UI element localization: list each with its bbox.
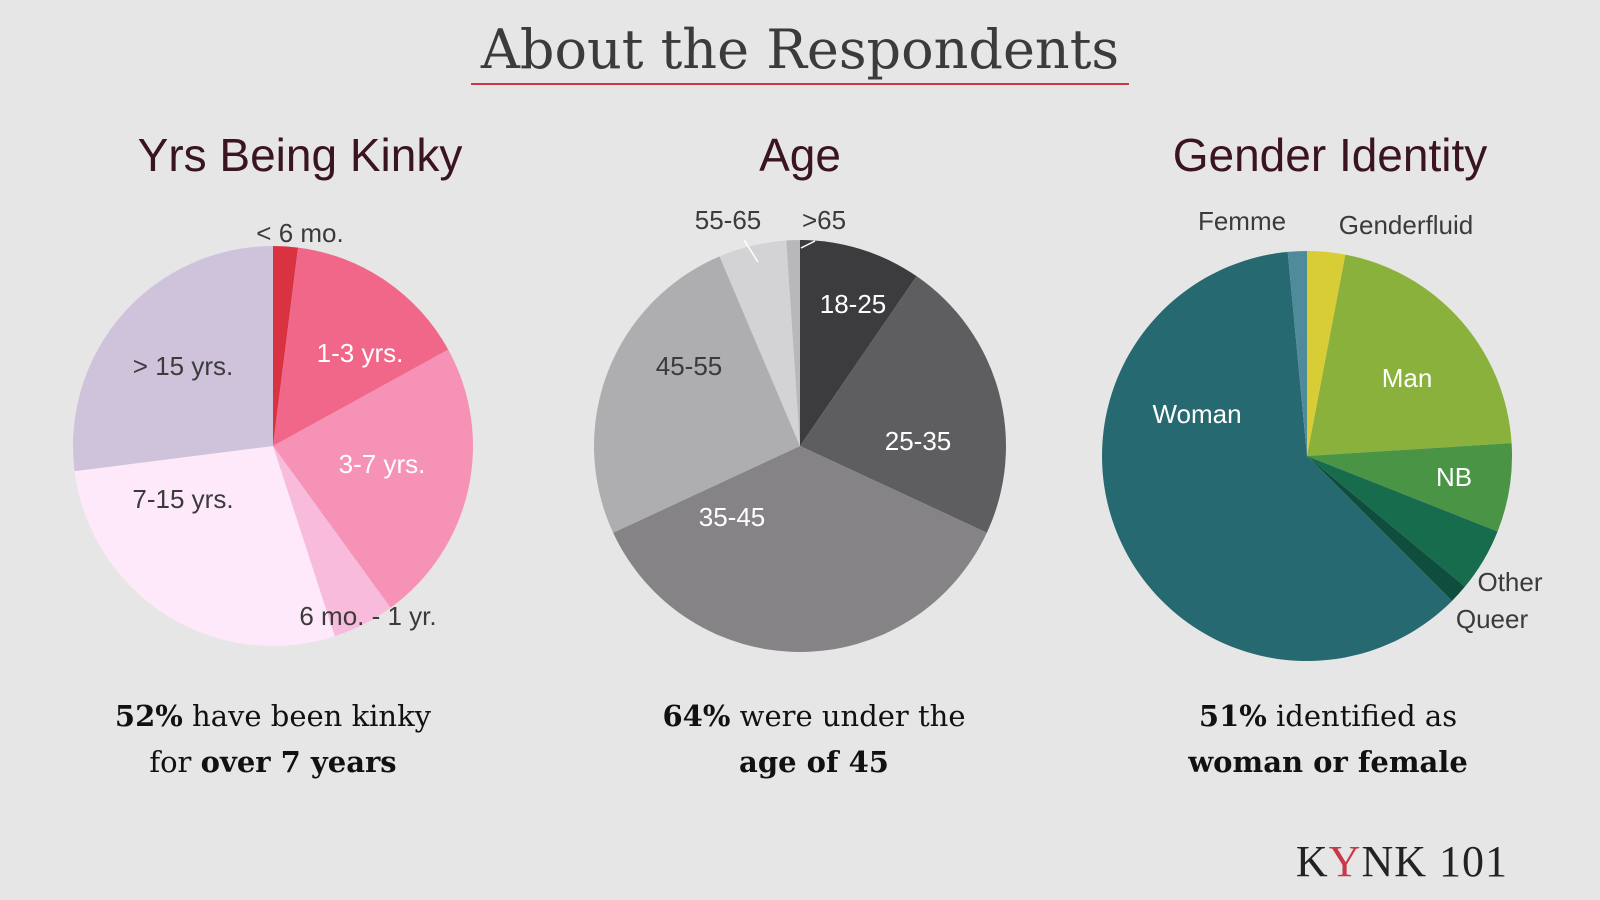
pie-slice-other <box>1307 456 1498 587</box>
pie-label-genderfluid: Genderfluid <box>1339 210 1473 240</box>
pie-label-7-15-yrs-: 7-15 yrs. <box>132 484 233 514</box>
pie-label--6-mo-: < 6 mo. <box>256 218 343 248</box>
pie-label-nb: NB <box>1436 462 1472 492</box>
pie-slice-femme <box>1287 251 1307 456</box>
pie-slice-woman <box>1102 251 1452 661</box>
pie-label-45-55: 45-55 <box>656 351 723 381</box>
chart-title-years: Yrs Being Kinky <box>137 129 463 181</box>
pie-slice-6-mo-1-yr- <box>273 446 391 637</box>
page-title: About the Respondents <box>0 18 1600 85</box>
brand-prefix: K <box>1295 837 1329 886</box>
leader-line <box>800 240 816 249</box>
pie-slice-queer <box>1307 456 1465 601</box>
brand-logo: KYNK 101 <box>1296 836 1508 887</box>
pie-label-35-45: 35-45 <box>699 502 766 532</box>
pie-label-man: Man <box>1382 363 1433 393</box>
pie-slice-1-3-yrs- <box>273 247 449 446</box>
pie-slice-55-65 <box>719 240 800 446</box>
pie-label-18-25: 18-25 <box>820 289 887 319</box>
chart-title-gender: Gender Identity <box>1172 129 1488 181</box>
pie-slice-genderfluid <box>1307 251 1346 456</box>
pie-slice-18-25 <box>800 240 917 446</box>
caption-age-stat: 64% <box>662 699 731 733</box>
pie-slice-7-15-yrs- <box>74 446 335 646</box>
caption-gender-text-a: identified as <box>1266 699 1458 733</box>
pie-label-woman: Woman <box>1152 399 1241 429</box>
chart-title-age: Age <box>759 129 841 181</box>
caption-years: 52% have been kinky for over 7 years <box>13 693 533 785</box>
leader-line <box>743 239 759 263</box>
pie-slice-nb <box>1307 443 1513 532</box>
pie-label--15-yrs-: > 15 yrs. <box>133 351 233 381</box>
caption-gender: 51% identified as woman or female <box>1068 693 1588 785</box>
caption-age-emph: age of 45 <box>739 745 889 779</box>
caption-years-text-a: have been kinky <box>182 699 432 733</box>
caption-years-emph: over 7 years <box>200 745 397 779</box>
pie-slice-45-55 <box>594 256 800 533</box>
caption-gender-stat: 51% <box>1198 699 1267 733</box>
pie-slice--15-yrs- <box>73 246 273 472</box>
pie-label--65: >65 <box>802 205 846 235</box>
pie-label-25-35: 25-35 <box>885 426 952 456</box>
caption-years-stat: 52% <box>114 699 183 733</box>
pie-slice--65 <box>786 240 800 446</box>
pie-label-queer: Queer <box>1456 604 1529 634</box>
pie-slice-25-35 <box>800 276 1006 533</box>
pie-slice-man <box>1307 254 1512 456</box>
pie-0: < 6 mo. 1-3 yrs. 3-7 yrs. 6 mo. - 1 yr. 7-15… <box>73 218 473 646</box>
caption-gender-emph: woman or female <box>1188 745 1468 779</box>
pie-label-6-mo-1-yr-: 6 mo. - 1 yr. <box>299 601 436 631</box>
pie-slice-3-7-yrs- <box>273 349 473 608</box>
pie-slice-35-45 <box>613 446 987 652</box>
brand-suffix: NK 101 <box>1361 837 1508 886</box>
page-title-text: About the Respondents <box>470 18 1130 85</box>
pie-1: 18-25 25-35 35-45 45-55 55-65 >65 <box>594 205 1006 652</box>
pie-slice--6-mo- <box>273 246 299 446</box>
caption-age: 64% were under the age of 45 <box>554 693 1074 785</box>
pie-label-femme: Femme <box>1198 206 1286 236</box>
brand-accent: Y <box>1328 837 1362 886</box>
caption-years-text-b: for <box>149 745 201 779</box>
pie-label-other: Other <box>1477 567 1542 597</box>
pie-label-1-3-yrs-: 1-3 yrs. <box>317 338 404 368</box>
caption-age-text-a: were under the <box>730 699 966 733</box>
pie-2: Genderfluid Man NB Other Queer Woman Femme <box>1102 206 1543 661</box>
pie-label-3-7-yrs-: 3-7 yrs. <box>339 449 426 479</box>
pie-label-55-65: 55-65 <box>695 205 762 235</box>
